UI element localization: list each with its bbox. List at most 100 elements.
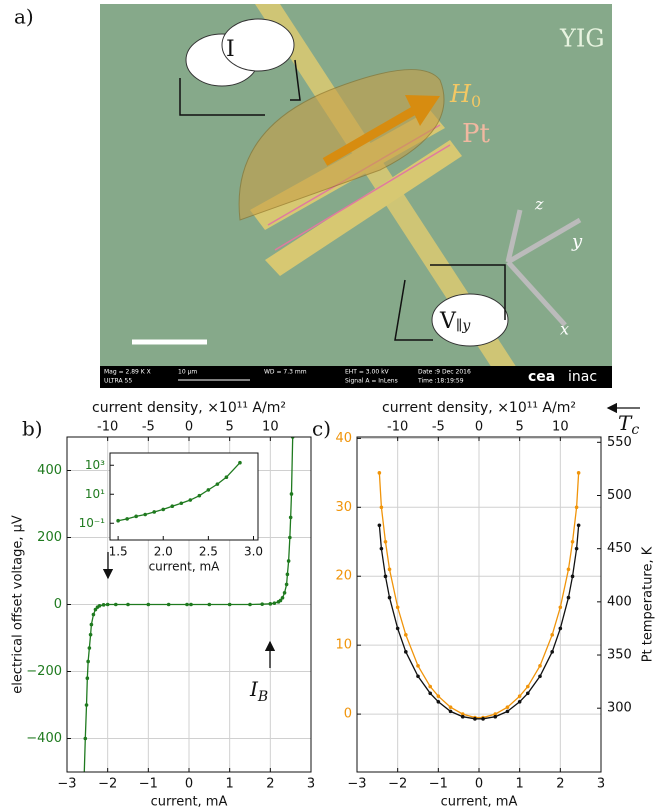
data-point (126, 603, 130, 607)
data-point (461, 715, 465, 719)
panel-a: a) YIG H0 Pt I V∥y x y z Mag = 2.89 K X … (14, 4, 612, 388)
y-tick-label: 10¹ (85, 487, 105, 501)
y2-tick-label: 400 (607, 594, 632, 609)
data-point (216, 482, 220, 486)
material-label: YIG (559, 25, 605, 53)
data-point (106, 603, 110, 607)
panel-label: a) (14, 5, 34, 29)
data-point (575, 506, 579, 510)
data-point (559, 605, 563, 609)
x2-tick-label: 0 (475, 420, 483, 435)
x-tick-label: −1 (139, 777, 158, 792)
info-text: Date :9 Dec 2016 (418, 369, 471, 376)
data-point (134, 515, 138, 519)
data-point (90, 623, 94, 627)
data-point (289, 516, 293, 520)
x-tick-label: 1 (516, 777, 524, 792)
info-text: WD = 7.3 mm (264, 369, 307, 376)
data-point (378, 523, 382, 527)
y2-tick-label: 350 (607, 648, 632, 663)
data-point (380, 506, 384, 510)
meter-subscript: ∥y (456, 318, 471, 334)
x-tick-label: 1.5 (109, 545, 128, 559)
data-point (260, 602, 264, 606)
data-point (238, 461, 242, 465)
x2-axis-label: current density, ×10¹¹ A/m² (382, 400, 576, 416)
x-tick-label: 3 (597, 777, 605, 792)
data-point (518, 700, 522, 704)
x-tick-label: 1 (226, 777, 234, 792)
data-point (567, 568, 571, 572)
y2-tick-label: 300 (607, 701, 632, 716)
y-tick-label: 10³ (85, 458, 105, 472)
data-point (449, 710, 453, 714)
x-tick-label: −2 (98, 777, 117, 792)
data-point (404, 650, 408, 654)
data-point (437, 700, 441, 704)
logo: cea (528, 369, 555, 385)
x2-tick-label: -10 (97, 420, 118, 435)
data-point (286, 573, 290, 577)
data-point (416, 674, 420, 678)
data-point (416, 664, 420, 668)
y2-tick-label: 550 (607, 435, 632, 450)
info-text: Signal A = InLens (345, 378, 398, 385)
x-tick-label: 0 (185, 777, 193, 792)
data-point (198, 494, 202, 498)
data-point (571, 540, 575, 544)
data-point (152, 510, 156, 514)
data-point (428, 692, 432, 696)
axis-z-label: z (534, 195, 544, 214)
data-point (85, 703, 89, 707)
data-point (384, 540, 388, 544)
x2-tick-label: 5 (516, 420, 524, 435)
data-point (125, 517, 129, 521)
x2-tick-label: -10 (387, 420, 408, 435)
y-tick-label: 200 (37, 530, 62, 545)
panel-label: b) (22, 417, 43, 441)
data-point (559, 627, 563, 631)
data-point (248, 603, 252, 607)
x2-tick-label: -5 (432, 420, 445, 435)
x-axis-label: current, mA (151, 795, 228, 808)
data-point (273, 601, 277, 605)
x-axis-label: current, mA (149, 560, 221, 574)
y-tick-label: 400 (37, 463, 62, 478)
info-text: ULTRA 55 (104, 378, 132, 385)
x2-tick-label: 10 (552, 420, 569, 435)
data-point (102, 603, 106, 607)
x-tick-label: 2.0 (154, 545, 173, 559)
data-point (473, 717, 477, 721)
x2-tick-label: -5 (142, 420, 155, 435)
data-point (89, 633, 93, 637)
data-point (481, 717, 485, 721)
info-text: EHT = 3.00 kV (345, 369, 390, 376)
data-point (396, 627, 400, 631)
figure: a) YIG H0 Pt I V∥y x y z Mag = 2.89 K X … (0, 0, 659, 808)
x-tick-label: 2 (266, 777, 274, 792)
y2-tick-label: 450 (607, 541, 632, 556)
x-tick-label: 3.0 (244, 545, 263, 559)
data-point (84, 737, 88, 741)
data-point (185, 603, 189, 607)
data-point (179, 501, 183, 505)
data-point (225, 475, 229, 479)
info-text: Time :18:19:59 (417, 378, 464, 385)
data-point (288, 536, 292, 540)
data-point (82, 777, 86, 781)
x2-tick-label: 10 (262, 420, 279, 435)
field-symbol: H (449, 80, 472, 108)
data-point (290, 492, 294, 496)
metal-label: Pt (462, 119, 490, 149)
axis-y-label: y (571, 231, 583, 252)
plot-area (110, 453, 258, 540)
data-point (577, 471, 581, 475)
data-point (380, 547, 384, 551)
x-tick-label: 0 (475, 777, 483, 792)
x-tick-label: 2 (556, 777, 564, 792)
y-tick-label: 10 (335, 638, 352, 653)
data-point (170, 504, 174, 508)
data-point (538, 664, 542, 668)
annotation-subscript: c (631, 422, 639, 438)
data-point (269, 602, 273, 606)
